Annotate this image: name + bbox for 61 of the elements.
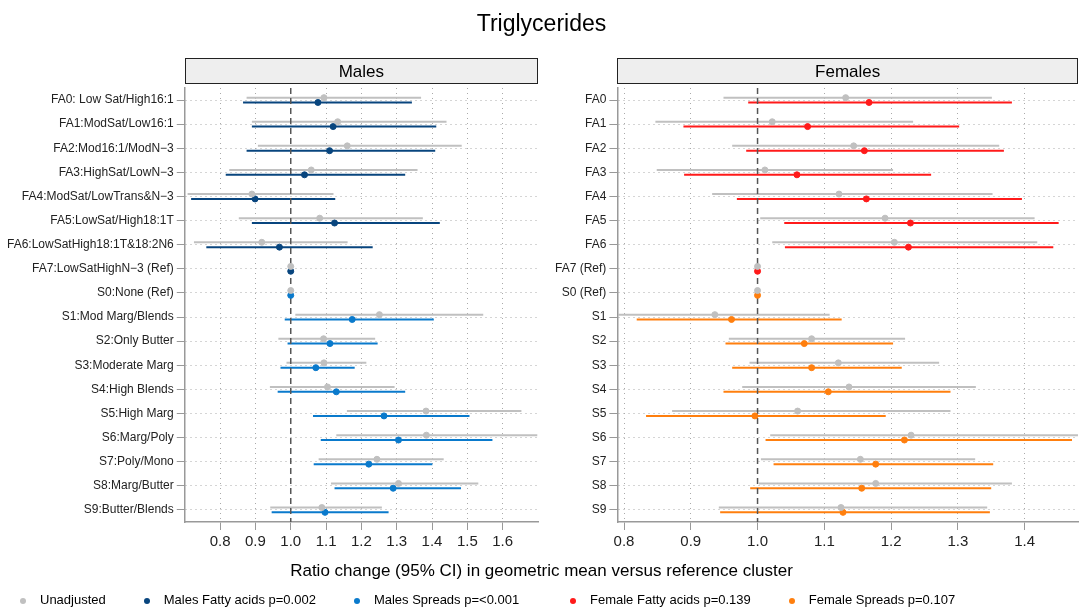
y-tick-label: S0 (Ref) xyxy=(561,285,607,300)
x-tick-label: 1.1 xyxy=(813,532,835,550)
y-tick-label: FA3 xyxy=(584,164,607,179)
y-tick-label: S9:Butter/Blends xyxy=(83,502,174,517)
y-tick-label: S0:None (Ref) xyxy=(97,285,174,300)
y-tick-label: S8 xyxy=(591,478,607,493)
x-tick-label: 1.0 xyxy=(280,532,302,550)
y-tick-label: S2:Only Butter xyxy=(95,333,174,348)
y-tick-label: S7:Poly/Mono xyxy=(99,454,175,469)
y-tick-label: S5 xyxy=(591,405,607,420)
x-tick-label: 1.4 xyxy=(421,532,443,550)
y-tick-label: FA0 xyxy=(584,92,607,107)
legend-label: Female Fatty acids p=0.139 xyxy=(590,592,751,607)
y-tick-label: S2 xyxy=(591,333,607,348)
chart-subtitle: Males xyxy=(184,58,538,84)
x-tick-label: 0.9 xyxy=(244,532,266,550)
y-tick-label: S4 xyxy=(591,381,607,396)
y-tick-label: FA2:Mod16:1/ModN−3 xyxy=(53,140,175,155)
x-axis-title: Ratio change (95% CI) in geometric mean versus reference cluster xyxy=(289,561,794,581)
y-tick-label: FA2 xyxy=(584,140,607,155)
y-tick-label: FA5 xyxy=(584,212,607,227)
x-tick-label: 1.2 xyxy=(350,532,372,550)
y-tick-label: FA1 xyxy=(584,116,607,131)
x-tick-label: 1.3 xyxy=(947,532,969,550)
y-tick-label: S5:High Marg xyxy=(100,405,174,420)
x-tick-label: 1.2 xyxy=(880,532,902,550)
y-tick-label: FA0: Low Sat/High16:1 xyxy=(51,92,175,107)
legend-label: Unadjusted xyxy=(40,592,106,607)
x-tick-label: 0.8 xyxy=(209,532,231,550)
x-tick-label: 0.9 xyxy=(680,532,702,550)
y-tick-label: FA7:LowSatHighN−3 (Ref) xyxy=(32,261,174,276)
y-tick-label: FA3:HighSat/LowN−3 xyxy=(58,164,175,179)
y-tick-label: S1:Mod Marg/Blends xyxy=(61,309,174,324)
y-tick-label: S3:Moderate Marg xyxy=(74,357,174,372)
legend-label: Female Spreads p=0.107 xyxy=(808,592,956,607)
x-tick-label: 1.6 xyxy=(492,532,514,550)
x-tick-label: 1.0 xyxy=(747,532,768,550)
y-tick-label: S4:High Blends xyxy=(91,381,174,396)
y-tick-label: S9 xyxy=(591,502,607,517)
x-tick-label: 1.4 xyxy=(1014,532,1036,550)
y-tick-label: S3 xyxy=(591,357,607,372)
y-tick-label: S8:Marg/Butter xyxy=(93,478,174,493)
y-tick-label: FA1:ModSat/Low16:1 xyxy=(59,116,175,131)
x-tick-label: 1.5 xyxy=(456,532,478,550)
legend-label: Males Spreads p=<0.001 xyxy=(373,592,520,607)
chart-subtitle: Females xyxy=(617,58,1078,84)
y-tick-label: S7 xyxy=(591,454,607,469)
y-tick-label: FA6 xyxy=(584,237,607,252)
legend-label: Males Fatty acids p=0.002 xyxy=(163,592,316,607)
y-tick-label: FA4 xyxy=(584,188,607,203)
y-tick-label: S1 xyxy=(591,309,607,324)
x-tick-label: 1.3 xyxy=(386,532,408,550)
x-tick-label: 0.8 xyxy=(613,532,635,550)
y-tick-label: S6:Marg/Poly xyxy=(101,429,174,444)
y-tick-label: FA6:LowSatHigh18:1T&18:2N6 xyxy=(6,237,175,252)
x-tick-label: 1.1 xyxy=(315,532,337,550)
chart-title: Triglycerides xyxy=(475,10,608,37)
y-tick-label: FA7 (Ref) xyxy=(554,261,607,276)
y-tick-label: FA4:ModSat/LowTrans&N−3 xyxy=(21,188,175,203)
y-tick-label: S6 xyxy=(591,429,607,444)
y-tick-label: FA5:LowSat/High18:1T xyxy=(50,212,175,227)
